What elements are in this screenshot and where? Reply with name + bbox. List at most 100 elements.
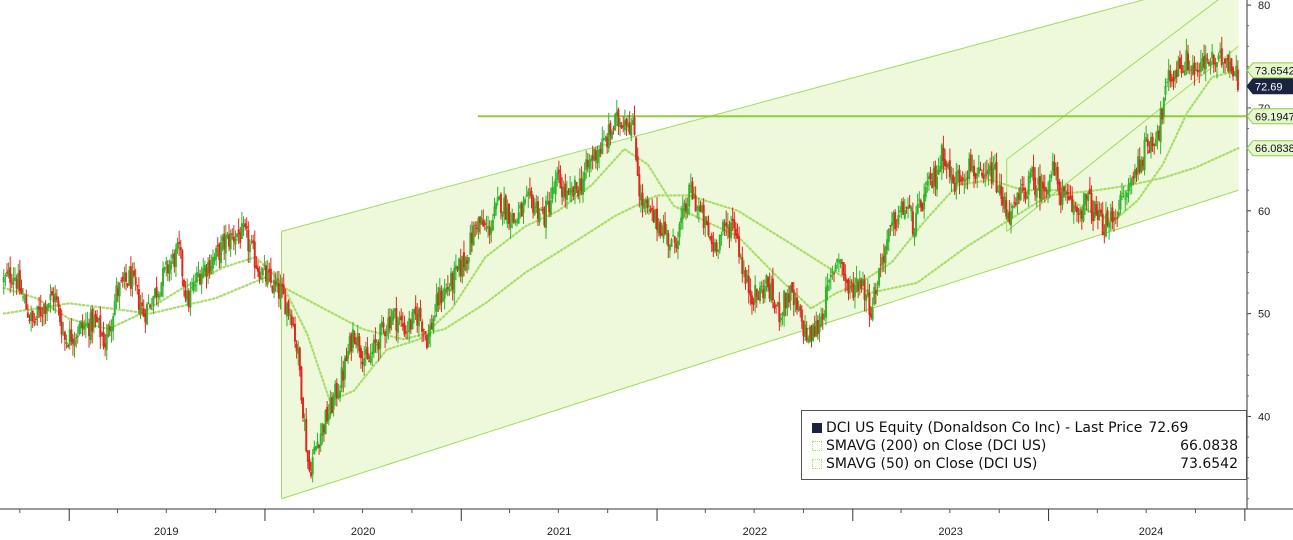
- candle-body: [1027, 176, 1030, 195]
- candle-body: [503, 197, 506, 215]
- candle-body: [112, 316, 115, 331]
- candle-body: [266, 271, 269, 285]
- candle-body: [385, 331, 388, 336]
- candle-body: [437, 292, 440, 306]
- candle-body: [469, 232, 472, 255]
- candle-body: [569, 188, 572, 196]
- candle-body: [202, 268, 205, 278]
- candle-body: [244, 223, 247, 228]
- candle-body: [1140, 159, 1143, 173]
- candle-body: [223, 233, 226, 250]
- candle-body: [504, 195, 507, 220]
- candle-body: [1137, 156, 1140, 173]
- candle-body: [1087, 192, 1090, 202]
- candle-body: [950, 177, 953, 181]
- candle-body: [1127, 186, 1130, 192]
- candle-body: [63, 332, 66, 340]
- candle-body: [628, 122, 631, 135]
- candle-body: [218, 243, 221, 261]
- candle-body: [99, 315, 102, 338]
- candle-body: [1228, 61, 1231, 73]
- candle-body: [207, 262, 210, 274]
- candle-body: [765, 275, 768, 284]
- candle-body: [359, 348, 362, 359]
- candle-body: [1053, 162, 1056, 176]
- candle-body: [1026, 195, 1029, 199]
- candle-body: [844, 274, 847, 281]
- value-tags: 73.6542 72.69 69.1947 66.0838: [1246, 62, 1293, 157]
- candle-body: [314, 446, 317, 451]
- candle-body: [139, 306, 142, 314]
- candle-body: [923, 194, 926, 209]
- candle-body: [1092, 211, 1095, 222]
- candle-body: [985, 171, 988, 174]
- candle-body: [929, 173, 932, 180]
- candle-body: [903, 210, 906, 219]
- candle-body: [1108, 222, 1111, 228]
- candle-body: [208, 259, 211, 274]
- candle-body: [643, 202, 646, 209]
- candle-body: [926, 180, 929, 186]
- candle-body: [1145, 137, 1148, 142]
- candle-body: [1204, 54, 1207, 70]
- candle-body: [263, 264, 266, 267]
- candle-body: [673, 236, 676, 243]
- candle-body: [327, 414, 330, 421]
- candle-body: [1122, 195, 1125, 197]
- candle-body: [1199, 61, 1202, 72]
- candle-body: [1040, 180, 1043, 202]
- candle-body: [617, 109, 620, 126]
- candle-body: [401, 323, 404, 327]
- candle-body: [330, 397, 333, 413]
- candle-body: [1082, 204, 1085, 222]
- candle-body: [794, 297, 797, 304]
- legend-label-price: DCI US Equity (Donaldson Co Inc) - Last …: [826, 420, 1143, 436]
- candle-body: [958, 169, 961, 183]
- candle-body: [1146, 139, 1149, 147]
- candle-body: [890, 222, 893, 226]
- candle-body: [1206, 58, 1209, 60]
- candle-body: [519, 205, 522, 209]
- candle-body: [38, 306, 41, 310]
- candle-body: [287, 300, 290, 314]
- candle-body: [878, 268, 881, 286]
- candle-body: [165, 261, 168, 265]
- candle-body: [543, 207, 546, 226]
- candle-body: [522, 202, 525, 213]
- candle-body: [826, 285, 829, 292]
- candle-body: [664, 221, 667, 234]
- legend-row-price: DCI US Equity (Donaldson Co Inc) - Last …: [812, 419, 1238, 437]
- candle-body: [1071, 195, 1074, 212]
- candle-body: [334, 383, 337, 397]
- candle-body: [387, 317, 390, 332]
- candle-body: [654, 209, 657, 221]
- candle-body: [292, 323, 295, 325]
- candle-body: [1067, 195, 1070, 200]
- candle-body: [450, 272, 453, 287]
- candle-body: [1077, 213, 1080, 215]
- candle-body: [234, 238, 237, 245]
- candle-body: [931, 180, 934, 188]
- candle-body: [755, 288, 758, 298]
- candle-body: [684, 203, 687, 211]
- candle-body: [115, 285, 118, 302]
- candle-body: [210, 265, 213, 271]
- candle-body: [604, 138, 607, 140]
- candle-body: [76, 335, 79, 338]
- candle-body: [546, 201, 549, 205]
- candle-body: [847, 279, 850, 294]
- candle-body: [2, 276, 5, 283]
- candle-body: [559, 173, 562, 189]
- candle-body: [382, 322, 385, 328]
- candle-body: [1008, 211, 1011, 223]
- candle-body: [699, 205, 702, 212]
- candle-body: [41, 315, 44, 317]
- candle-body: [866, 289, 869, 296]
- candle-body: [144, 313, 147, 323]
- candle-body: [75, 337, 78, 339]
- moving-averages: [2, 69, 1240, 403]
- candle-body: [530, 191, 533, 197]
- candle-body: [462, 252, 465, 268]
- candle-body: [1161, 109, 1164, 120]
- candle-body: [104, 343, 107, 348]
